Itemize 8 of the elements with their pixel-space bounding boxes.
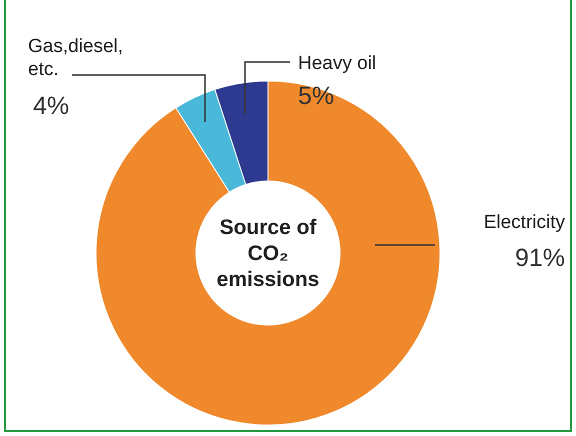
data-label: 4%	[33, 92, 70, 120]
slice-label: Heavy oil	[298, 53, 376, 74]
donut-slice	[96, 80, 440, 426]
text: Source of CO₂ emissions	[216, 216, 320, 291]
slice-label: Electricity	[484, 212, 566, 233]
slice-label: Gas,diesel, etc.	[28, 36, 124, 80]
data-label: 5%	[298, 82, 334, 110]
data-label: 91%	[514, 244, 565, 272]
